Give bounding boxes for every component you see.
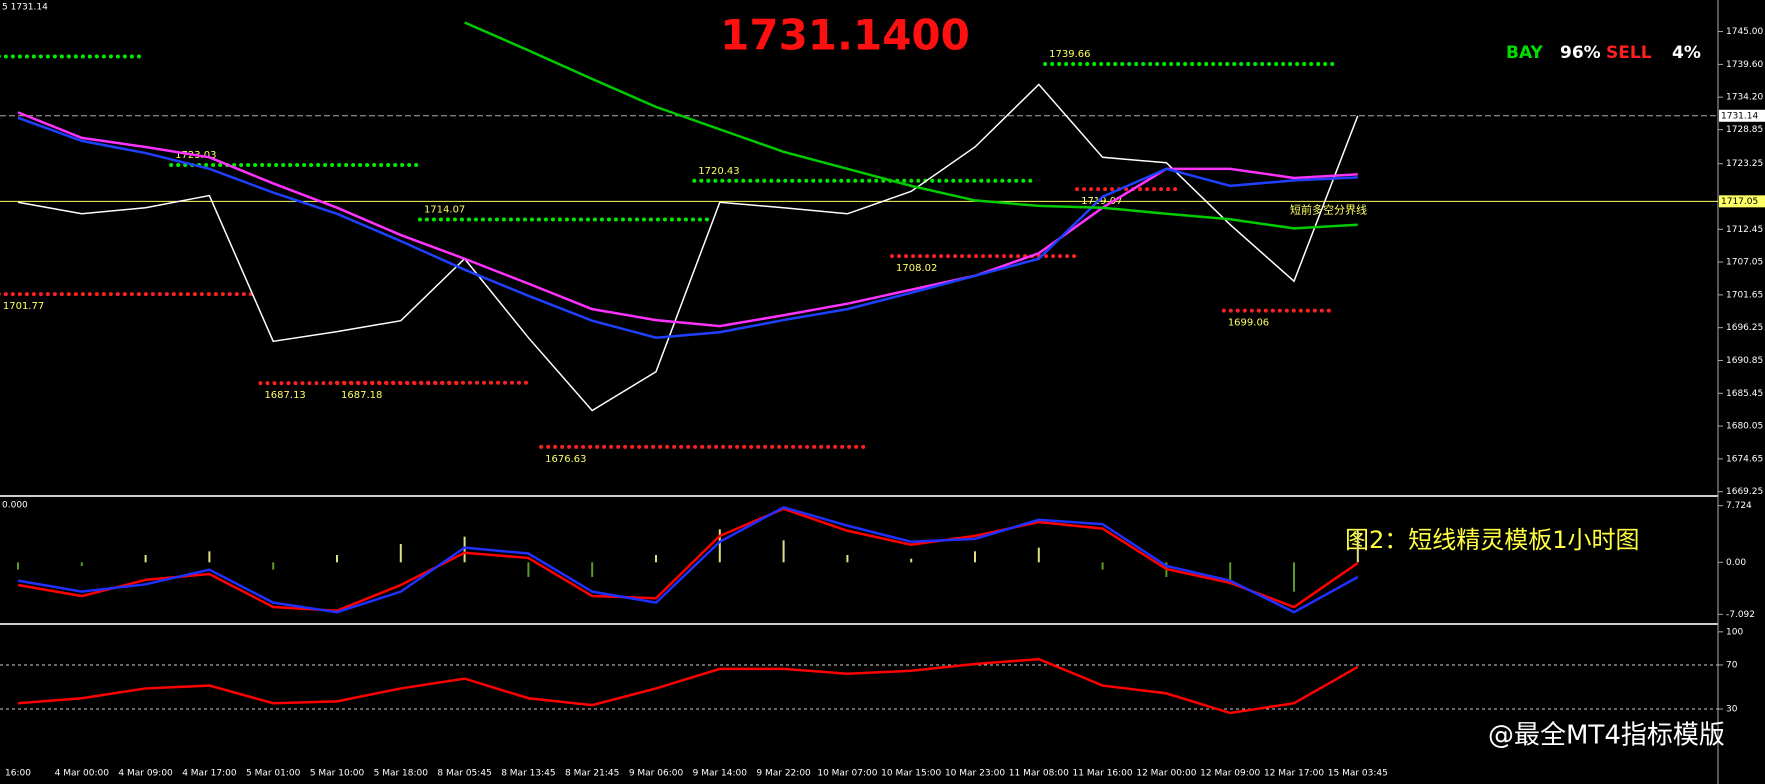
x-tick-label: 4 Mar 00:00 (55, 769, 110, 779)
level-label: 1687.13 (264, 390, 305, 401)
x-tick-label: 9 Mar 14:00 (693, 769, 748, 779)
x-tick-label: 8 Mar 21:45 (565, 769, 619, 779)
series-line (17, 83, 1359, 412)
x-tick-label: 5 Mar 18:00 (374, 769, 429, 779)
level-label: 1714.07 (424, 204, 465, 215)
series-line (17, 507, 1359, 612)
x-tick-label: 5 Mar 10:00 (310, 769, 365, 779)
signal-label: BAY (1506, 43, 1543, 63)
y-tick-label: 1707.05 (1726, 258, 1763, 268)
x-tick-label: 12 Mar 17:00 (1264, 769, 1324, 779)
x-tick-label: 11 Mar 08:00 (1009, 769, 1069, 779)
price-line-note: 短前多空分界线 (1290, 202, 1367, 216)
y-tick-label: 7.724 (1726, 501, 1752, 511)
y-tick-label: 1680.05 (1726, 422, 1763, 432)
price-tag (1719, 109, 1765, 122)
y-tick-label: 1696.25 (1726, 323, 1763, 333)
series-line (17, 111, 1358, 328)
y-tick-label: 70 (1726, 660, 1738, 670)
price-tag (1719, 195, 1765, 208)
x-tick-label: 10 Mar 23:00 (945, 769, 1005, 779)
y-tick-label: 1723.25 (1726, 159, 1763, 169)
x-tick-label: 9 Mar 22:00 (756, 769, 811, 779)
series-line (17, 116, 1358, 339)
signal-value: 4% (1672, 43, 1701, 63)
header: 0.000 (2, 501, 28, 511)
series-line (464, 21, 1358, 230)
signal-value: 96% (1560, 43, 1601, 63)
series-line (17, 657, 1359, 715)
y-tick-label: 30 (1726, 705, 1738, 715)
level-label: 1701.77 (3, 301, 44, 312)
caption: 图2：短线精灵模板1小时图 (1345, 526, 1640, 554)
level-label: 1687.18 (341, 390, 382, 401)
y-tick-label: 0.00 (1726, 558, 1746, 568)
x-tick-label: 12 Mar 09:00 (1200, 769, 1260, 779)
y-tick-label: 1734.20 (1726, 93, 1763, 103)
x-tick-label: 4 Mar 09:00 (118, 769, 173, 779)
signal-label: SELL (1606, 43, 1652, 63)
header: 5 1731.14 (2, 3, 48, 13)
y-tick-label: 1685.45 (1726, 389, 1763, 399)
watermark: @最全MT4指标模版 (1488, 721, 1725, 751)
y-tick-label: -7.092 (1726, 610, 1755, 620)
price-tag-label: 1731.14 (1721, 111, 1758, 121)
y-tick-label: 1669.25 (1726, 487, 1763, 497)
price-tag-label: 1717.05 (1721, 197, 1758, 207)
x-tick-label: 10 Mar 07:00 (817, 769, 877, 779)
x-tick-label: 12 Mar 00:00 (1136, 769, 1196, 779)
level-label: 1708.02 (896, 263, 937, 274)
level-label: 1720.43 (698, 166, 739, 177)
y-tick-label: 1739.60 (1726, 60, 1763, 70)
level-label: 1676.63 (545, 454, 586, 465)
y-tick-label: 1745.00 (1726, 27, 1763, 37)
x-tick-label: 10 Mar 15:00 (881, 769, 941, 779)
y-tick-label: 1712.45 (1726, 225, 1763, 235)
x-tick-label: 16:00 (5, 769, 31, 779)
x-tick-label: 5 Mar 01:00 (246, 769, 301, 779)
y-tick-label: 1674.65 (1726, 454, 1763, 464)
y-tick-label: 1728.85 (1726, 125, 1763, 135)
series-line (17, 505, 1359, 614)
chart-title: 1731.1400 (720, 11, 970, 60)
x-tick-label: 9 Mar 06:00 (629, 769, 684, 779)
y-tick-label: 1701.65 (1726, 290, 1763, 300)
x-tick-label: 4 Mar 17:00 (182, 769, 237, 779)
y-tick-label: 100 (1726, 627, 1743, 637)
x-tick-label: 11 Mar 16:00 (1073, 769, 1133, 779)
x-tick-label: 8 Mar 05:45 (437, 769, 491, 779)
x-tick-label: 15 Mar 03:45 (1328, 769, 1388, 779)
y-tick-label: 1690.85 (1726, 356, 1763, 366)
level-label: 1699.06 (1228, 318, 1269, 329)
x-tick-label: 8 Mar 13:45 (501, 769, 555, 779)
level-label: 1739.66 (1049, 49, 1090, 60)
